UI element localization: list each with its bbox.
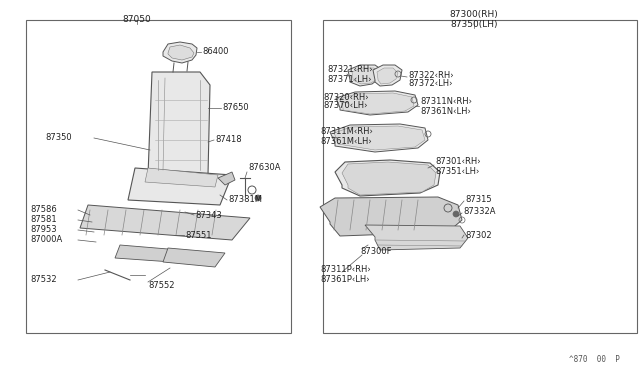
Polygon shape [218, 172, 235, 185]
Polygon shape [377, 68, 398, 84]
Text: 87381M: 87381M [228, 196, 262, 205]
Text: 87300F: 87300F [360, 247, 392, 257]
Text: 87418: 87418 [215, 135, 242, 144]
Text: 87332A: 87332A [463, 208, 495, 217]
Text: 87322‹RH›: 87322‹RH› [408, 71, 454, 80]
Text: 87315: 87315 [465, 196, 492, 205]
Polygon shape [148, 72, 210, 175]
Polygon shape [163, 42, 197, 63]
Text: 87361M‹LH›: 87361M‹LH› [320, 137, 372, 145]
Text: 87343: 87343 [195, 211, 221, 219]
Polygon shape [320, 197, 462, 236]
Polygon shape [336, 91, 418, 115]
Text: 87552: 87552 [148, 280, 175, 289]
Polygon shape [335, 160, 440, 196]
Text: 87311P‹RH›: 87311P‹RH› [320, 266, 371, 275]
Polygon shape [168, 45, 194, 60]
Text: 87370‹LH›: 87370‹LH› [323, 102, 367, 110]
Text: 87311N‹RH›: 87311N‹RH› [420, 97, 472, 106]
Text: 87630A: 87630A [248, 164, 280, 173]
Polygon shape [163, 248, 225, 267]
Text: 87551: 87551 [185, 231, 211, 240]
Text: 87320‹RH›: 87320‹RH› [323, 93, 369, 102]
Polygon shape [352, 68, 379, 84]
Text: ^870  00  P: ^870 00 P [569, 356, 620, 365]
Polygon shape [115, 245, 180, 262]
Text: 87361P‹LH›: 87361P‹LH› [320, 275, 370, 283]
Polygon shape [334, 126, 425, 150]
Polygon shape [348, 65, 382, 86]
Text: 87586: 87586 [30, 205, 57, 215]
Polygon shape [373, 65, 402, 86]
Text: 87321‹RH›: 87321‹RH› [327, 65, 372, 74]
Text: 87311M‹RH›: 87311M‹RH› [320, 128, 373, 137]
Text: 87650: 87650 [222, 103, 248, 112]
Bar [323, 20, 637, 333]
Text: 87300(RH): 87300(RH) [449, 10, 498, 19]
Polygon shape [365, 225, 468, 250]
Text: 87301‹RH›: 87301‹RH› [435, 157, 481, 167]
Text: 87371‹LH›: 87371‹LH› [327, 74, 371, 83]
Text: 87050: 87050 [123, 16, 152, 25]
Text: 87361N‹LH›: 87361N‹LH› [420, 106, 471, 115]
Polygon shape [145, 168, 218, 187]
Text: 87000A: 87000A [30, 235, 62, 244]
Polygon shape [128, 168, 232, 205]
Circle shape [453, 211, 459, 217]
Text: 86400: 86400 [202, 48, 228, 57]
Text: 87372‹LH›: 87372‹LH› [408, 80, 452, 89]
Text: 87953: 87953 [30, 225, 56, 234]
Text: 87350(LH): 87350(LH) [450, 19, 497, 29]
Polygon shape [80, 205, 250, 240]
Bar [26, 20, 291, 333]
Polygon shape [340, 93, 414, 114]
Text: 87302: 87302 [465, 231, 492, 240]
Circle shape [255, 195, 261, 201]
Text: 87351‹LH›: 87351‹LH› [435, 167, 479, 176]
Polygon shape [330, 124, 428, 152]
Text: 87581: 87581 [30, 215, 56, 224]
Polygon shape [342, 162, 436, 195]
Text: 87350: 87350 [45, 134, 72, 142]
Text: 87532: 87532 [30, 276, 56, 285]
